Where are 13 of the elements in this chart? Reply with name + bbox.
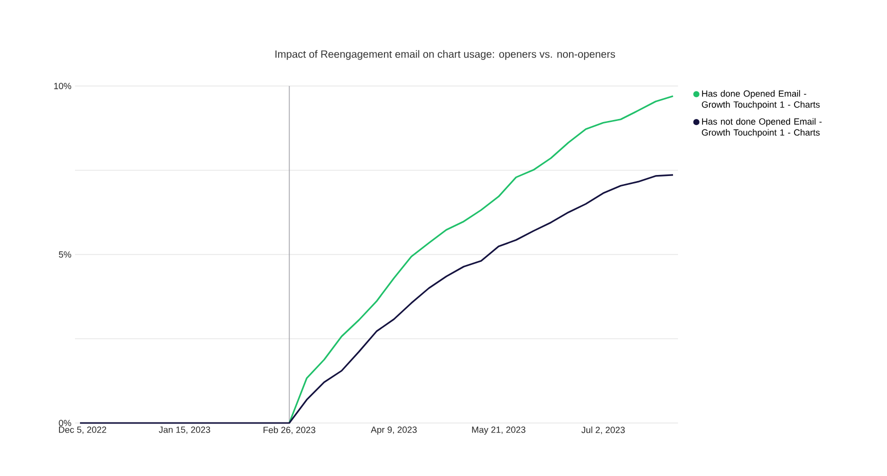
- x-tick-label: Dec 5, 2022: [59, 426, 106, 434]
- legend-label: Has not done Opened Email - Growth Touchpoint 1 - Charts: [702, 118, 822, 138]
- x-tick-label: Jul 2, 2023: [581, 426, 625, 434]
- x-tick-label: Apr 9, 2023: [370, 426, 417, 435]
- x-tick-label: Jan 15, 2023: [158, 426, 210, 434]
- y-tick-label: 5%: [58, 251, 72, 258]
- legend-label: Has done Opened Email - Growth Touchpoint 1 - Charts: [702, 90, 820, 110]
- x-tick-label: May 21, 2023: [472, 426, 526, 435]
- line-series: [288, 95, 674, 424]
- x-tick-label: Feb 26, 2023: [264, 426, 316, 434]
- chart-title: Impact of Reengagement email on chart usage: openers vs. non-openers: [275, 50, 616, 60]
- y-tick-label: 10%: [54, 82, 72, 90]
- y-tick-label: 0%: [58, 420, 72, 426]
